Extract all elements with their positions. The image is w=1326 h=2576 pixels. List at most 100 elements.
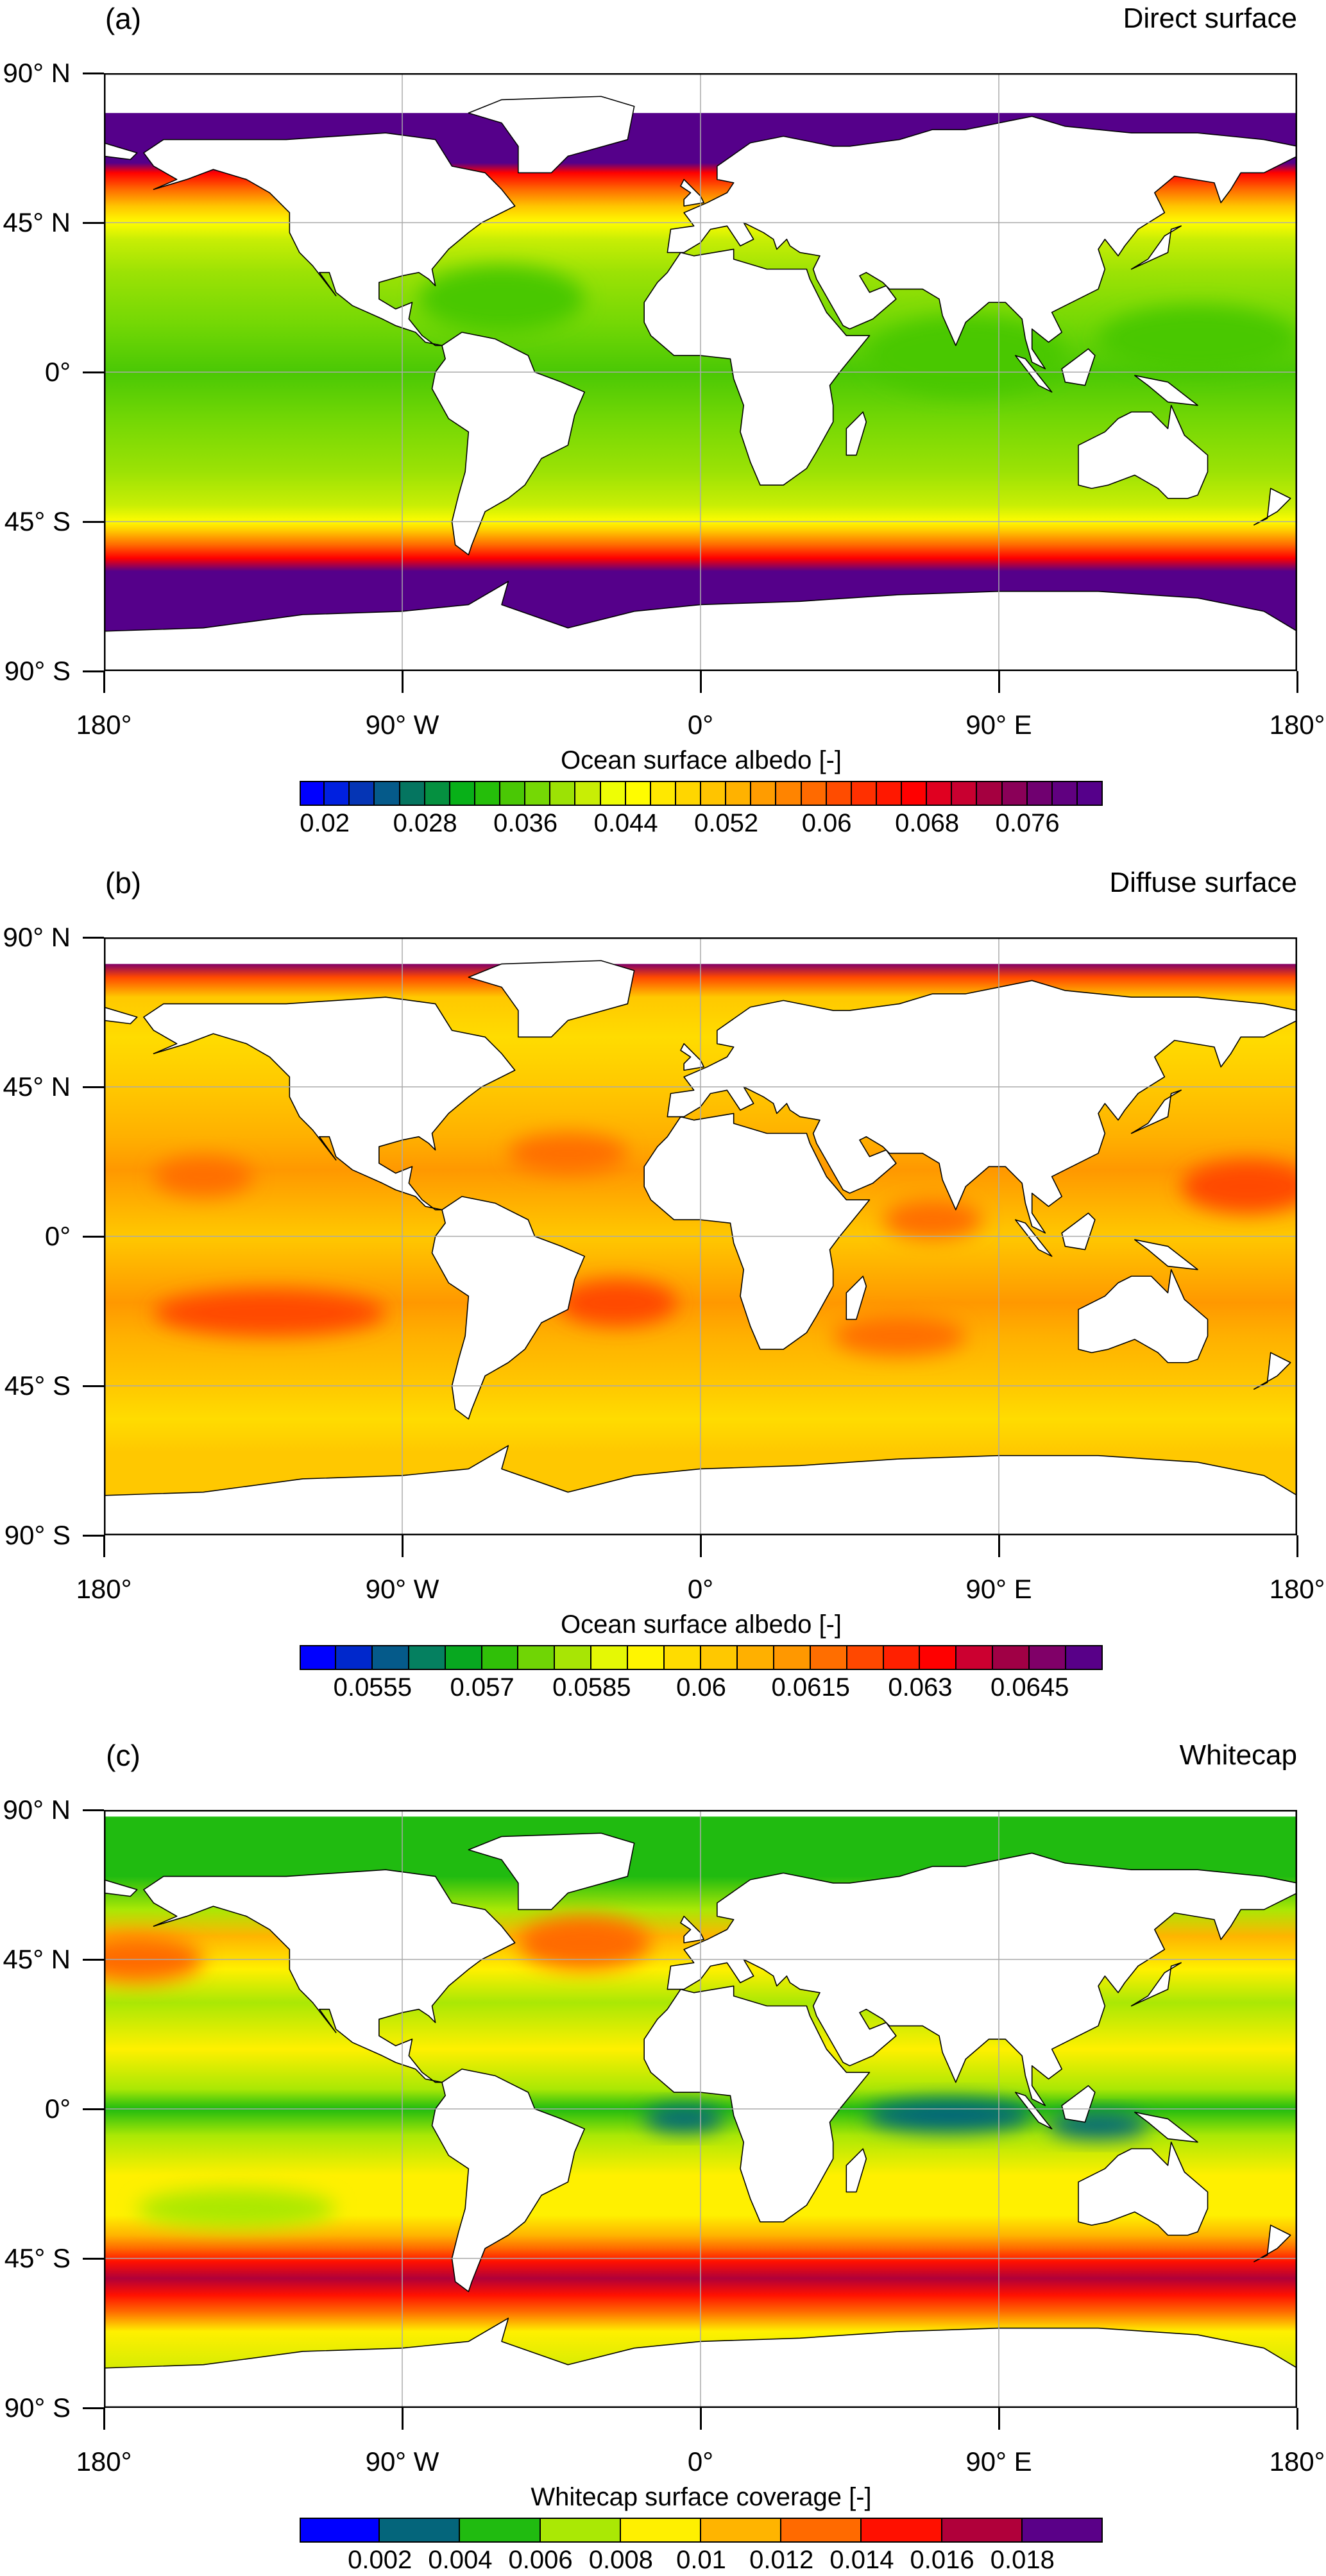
x-tick [103, 671, 105, 693]
land-greenland [468, 1833, 634, 1909]
colorbar-swatch [620, 2518, 701, 2543]
colorbar-swatch [518, 1645, 556, 1670]
colorbar-tick-label: 0.0585 [552, 1673, 631, 1702]
colorbar-swatch [676, 781, 701, 806]
field-feature [1098, 305, 1297, 372]
land-south-america [432, 332, 585, 555]
land-japan [1132, 1090, 1182, 1133]
y-tick [83, 1235, 104, 1238]
land-japan [1132, 226, 1182, 269]
y-tick [83, 2407, 104, 2409]
y-tick [83, 1809, 104, 1811]
colorbar-swatch [450, 781, 475, 806]
land-new-guinea [1135, 1240, 1198, 1270]
land-north-america [144, 1870, 515, 2082]
field-feature [883, 1200, 983, 1240]
colorbar-tick-label: 0.02 [300, 809, 350, 837]
x-tick-label: 180° [1269, 1574, 1325, 1604]
field-feature [833, 1316, 966, 1356]
colorbar-frame [300, 1645, 1103, 1670]
colorbar-swatch [956, 1645, 994, 1670]
colorbar-swatch [810, 1645, 847, 1670]
colorbar-tick-label: 0.052 [694, 809, 759, 837]
colorbar-tick-label: 0.004 [428, 2546, 493, 2574]
x-tick [103, 2408, 105, 2430]
y-tick-label: 90° N [3, 58, 71, 88]
colorbar-swatch [847, 1645, 884, 1670]
colorbar-swatch [325, 781, 350, 806]
field-feature [153, 1156, 253, 1197]
colorbar-swatch [927, 781, 953, 806]
land-japan [1132, 1963, 1182, 2006]
colorbar-swatch [300, 2518, 380, 2543]
colorbar-swatch [460, 2518, 541, 2543]
x-tick-label: 90° W [365, 2446, 439, 2477]
y-tick [83, 2257, 104, 2260]
colorbar-tick-label: 0.044 [593, 809, 658, 837]
colorbar-swatch [862, 2518, 942, 2543]
colorbar-swatch [575, 781, 601, 806]
colorbar-swatch [380, 2518, 461, 2543]
colorbar-swatch [993, 1645, 1030, 1670]
y-tick [83, 670, 104, 672]
y-tick-label: 90° S [4, 1520, 71, 1550]
x-tick [1296, 2408, 1298, 2430]
field-feature [1181, 1159, 1297, 1213]
y-tick-label: 45° S [4, 506, 71, 536]
colorbar-swatch [625, 781, 651, 806]
colorbar-swatch [550, 781, 576, 806]
x-tick [401, 2408, 404, 2430]
colorbar-swatch [1052, 781, 1078, 806]
x-tick-label: 90° E [965, 710, 1032, 740]
colorbar-swatch [826, 781, 852, 806]
land-sumatra [1016, 2092, 1052, 2129]
y-tick-label: 45° S [4, 1370, 71, 1401]
colorbar-swatch [876, 781, 902, 806]
colorbar-swatch [883, 1645, 921, 1670]
field-feature [508, 1133, 628, 1173]
land-borneo [1062, 2086, 1095, 2122]
field-feature [557, 1279, 677, 1326]
x-tick-label: 180° [76, 1574, 132, 1604]
colorbar-swatch [1022, 2518, 1103, 2543]
y-tick-label: 90° N [3, 922, 71, 952]
x-tick-label: 180° [1269, 710, 1325, 740]
x-tick [998, 2408, 1000, 2430]
land-sumatra [1016, 355, 1052, 392]
colorbar-swatch [701, 781, 727, 806]
colorbar-swatch [942, 2518, 1023, 2543]
field-feature [137, 2188, 336, 2229]
colorbar-tick-label: 0.018 [990, 2546, 1055, 2574]
land-borneo [1062, 349, 1095, 386]
x-tick [699, 671, 702, 693]
colorbar-label: Ocean surface albedo [-] [560, 1610, 842, 1639]
y-tick [83, 936, 104, 939]
y-tick [83, 2108, 104, 2110]
colorbar-swatch [851, 781, 877, 806]
colorbar-swatch [952, 781, 978, 806]
land-south-america [432, 2069, 585, 2292]
colorbar-frame [300, 2518, 1103, 2543]
colorbar-frame [300, 781, 1103, 806]
colorbar-swatch [372, 1645, 409, 1670]
y-tick-label: 45° N [3, 1071, 71, 1102]
colorbar-swatch [600, 781, 626, 806]
map-plot [104, 73, 1297, 671]
colorbar-swatch [920, 1645, 957, 1670]
x-tick [998, 671, 1000, 693]
y-tick [83, 1534, 104, 1537]
y-tick-label: 45° N [3, 1944, 71, 1974]
x-tick [103, 1535, 105, 1557]
colorbar-swatch [350, 781, 375, 806]
colorbar-tick-label: 0.076 [995, 809, 1060, 837]
colorbar-swatch [540, 2518, 621, 2543]
land-great-britain [681, 1044, 704, 1070]
colorbar-tick-label: 0.028 [393, 809, 457, 837]
colorbar-tick-label: 0.0555 [333, 1673, 412, 1702]
land-north-america [144, 997, 515, 1209]
y-tick-label: 0° [44, 1221, 71, 1251]
x-tick-label: 0° [687, 2446, 714, 2477]
colorbar-swatch [300, 781, 325, 806]
x-tick-label: 90° W [365, 1574, 439, 1604]
colorbar-swatch [500, 781, 526, 806]
